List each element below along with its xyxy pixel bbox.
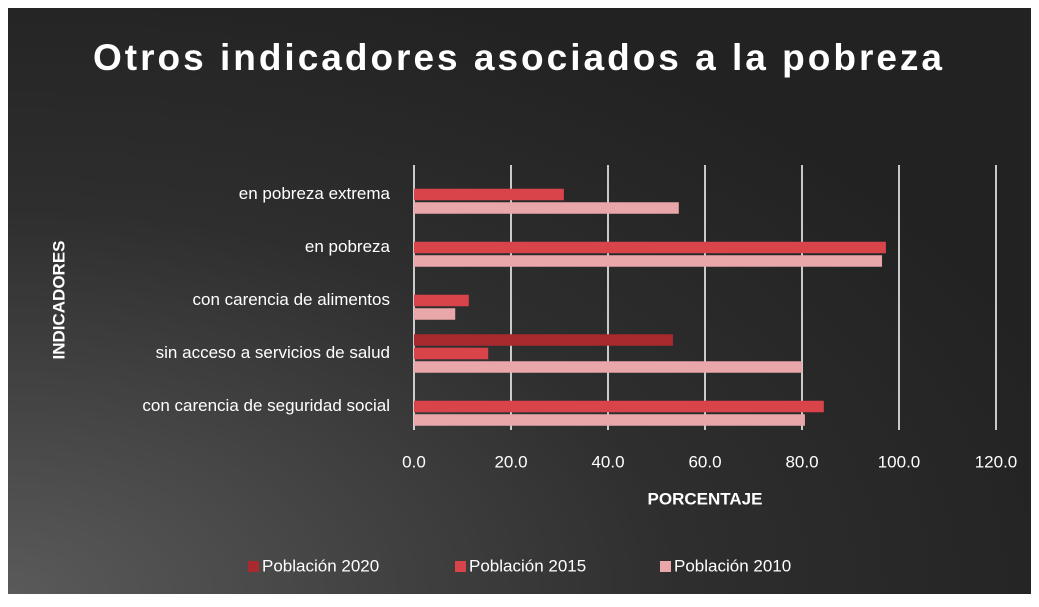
bar <box>414 188 564 201</box>
x-tick-label: 60.0 <box>688 452 721 471</box>
bar <box>414 241 886 254</box>
legend-label: Población 2015 <box>469 556 586 575</box>
y-tick-label: con carencia de seguridad social <box>142 396 390 415</box>
bar <box>414 347 489 360</box>
x-axis-title: PORCENTAJE <box>648 489 763 508</box>
bar <box>414 400 824 413</box>
legend-label: Población 2010 <box>674 556 791 575</box>
x-tick-label: 100.0 <box>878 452 921 471</box>
legend-swatch <box>248 561 259 572</box>
chart-title: Otros indicadores asociados a la pobreza <box>93 37 945 78</box>
y-axis-title: INDICADORES <box>49 240 68 359</box>
x-tick-label: 40.0 <box>591 452 624 471</box>
y-tick-label: en pobreza extrema <box>239 184 391 203</box>
bar <box>414 361 802 373</box>
bar <box>414 334 673 346</box>
legend-swatch <box>660 561 671 572</box>
x-tick-label: 80.0 <box>785 452 818 471</box>
x-tick-label: 20.0 <box>494 452 527 471</box>
bar <box>414 308 456 320</box>
y-tick-label: en pobreza <box>305 237 391 256</box>
background <box>8 8 1031 594</box>
bar <box>414 202 679 214</box>
bar <box>414 255 883 267</box>
y-tick-label: con carencia de alimentos <box>192 290 390 309</box>
bar <box>414 414 805 426</box>
legend-swatch <box>455 561 466 572</box>
x-tick-label: 120.0 <box>975 452 1018 471</box>
bar <box>414 294 469 307</box>
x-tick-label: 0.0 <box>402 452 426 471</box>
legend-label: Población 2020 <box>262 556 379 575</box>
y-tick-label: sin acceso a servicios de salud <box>156 343 390 362</box>
